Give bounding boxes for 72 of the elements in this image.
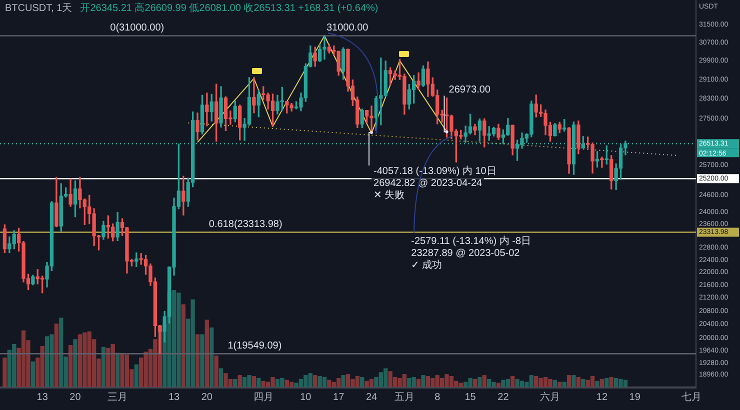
bar xyxy=(30,361,35,387)
bar xyxy=(78,334,82,387)
bar xyxy=(360,376,364,387)
bar xyxy=(595,380,600,387)
bar xyxy=(341,375,346,387)
bar xyxy=(609,376,614,387)
bar xyxy=(590,376,595,387)
bar xyxy=(313,375,318,387)
bar xyxy=(600,378,604,387)
bar xyxy=(181,304,186,387)
annotation: 0.618(23313.98) xyxy=(208,218,282,230)
bar xyxy=(214,356,218,387)
x-tick-label: 三月 xyxy=(108,392,128,403)
bar xyxy=(482,375,486,387)
annotation: 26973.00 xyxy=(448,84,491,96)
x-tick-label: 12 xyxy=(596,392,608,403)
x-tick-label: 22 xyxy=(498,392,510,403)
annotation: -2579.11 (-13.14%) 内 -8日 23287.89 @ 2023-05-02 ✓ 成功 xyxy=(411,234,532,271)
x-tick-label: 四月 xyxy=(253,392,274,403)
bar xyxy=(252,376,256,387)
bar xyxy=(558,382,562,387)
bar xyxy=(2,358,7,387)
bar xyxy=(68,344,73,387)
x-tick-label: 13 xyxy=(36,392,48,403)
chart-subtitle: 开26345.21 高26609.99 低26081.00 收26513.31 +168.31 (+0.64%) xyxy=(80,2,378,14)
bar xyxy=(233,378,238,387)
bar xyxy=(101,346,106,387)
bar xyxy=(510,376,515,387)
bar xyxy=(54,324,59,387)
bar xyxy=(478,376,482,387)
bar xyxy=(73,339,78,387)
bar xyxy=(472,378,478,387)
bar xyxy=(195,334,200,387)
x-tick-label: 24 xyxy=(366,392,378,403)
bar xyxy=(256,378,261,387)
x-tick-label: 20 xyxy=(201,392,213,403)
bar xyxy=(275,378,280,387)
x-tick-label: 七月 xyxy=(681,390,702,403)
candlestick xyxy=(600,156,604,168)
x-tick-label: 8 xyxy=(434,392,441,403)
bar xyxy=(218,368,224,387)
bar xyxy=(426,376,430,387)
bar xyxy=(416,378,421,387)
bar xyxy=(289,382,294,387)
bar xyxy=(562,382,566,387)
bar xyxy=(604,378,609,387)
chart-title: BTCUSDT, 1天 xyxy=(5,2,72,14)
bar xyxy=(566,375,572,387)
x-tick-label: 17 xyxy=(333,392,345,403)
bar xyxy=(210,328,214,387)
bar xyxy=(238,375,242,387)
annotation: 31000.00 xyxy=(326,22,369,34)
bar xyxy=(581,378,586,387)
x-tick-label: 13 xyxy=(168,392,180,403)
x-tick-label: 20 xyxy=(70,392,82,403)
bar xyxy=(572,375,576,387)
x-tick-label: 10 xyxy=(300,392,312,403)
bar xyxy=(200,334,204,387)
x-tick-label: 六月 xyxy=(540,390,560,403)
bar xyxy=(134,364,138,387)
bar xyxy=(421,375,426,387)
annotation: 1(19549.09) xyxy=(228,340,282,352)
x-tick-label: 五月 xyxy=(394,392,414,403)
bar xyxy=(115,352,120,387)
x-tick-label: 19 xyxy=(629,392,641,403)
candlestick xyxy=(252,77,256,114)
bar xyxy=(552,380,557,387)
bar xyxy=(576,376,581,387)
bar xyxy=(204,320,209,387)
bar xyxy=(496,382,501,387)
x-tick-label: 15 xyxy=(464,392,476,403)
annotation: 0(31000.00) xyxy=(110,22,164,34)
